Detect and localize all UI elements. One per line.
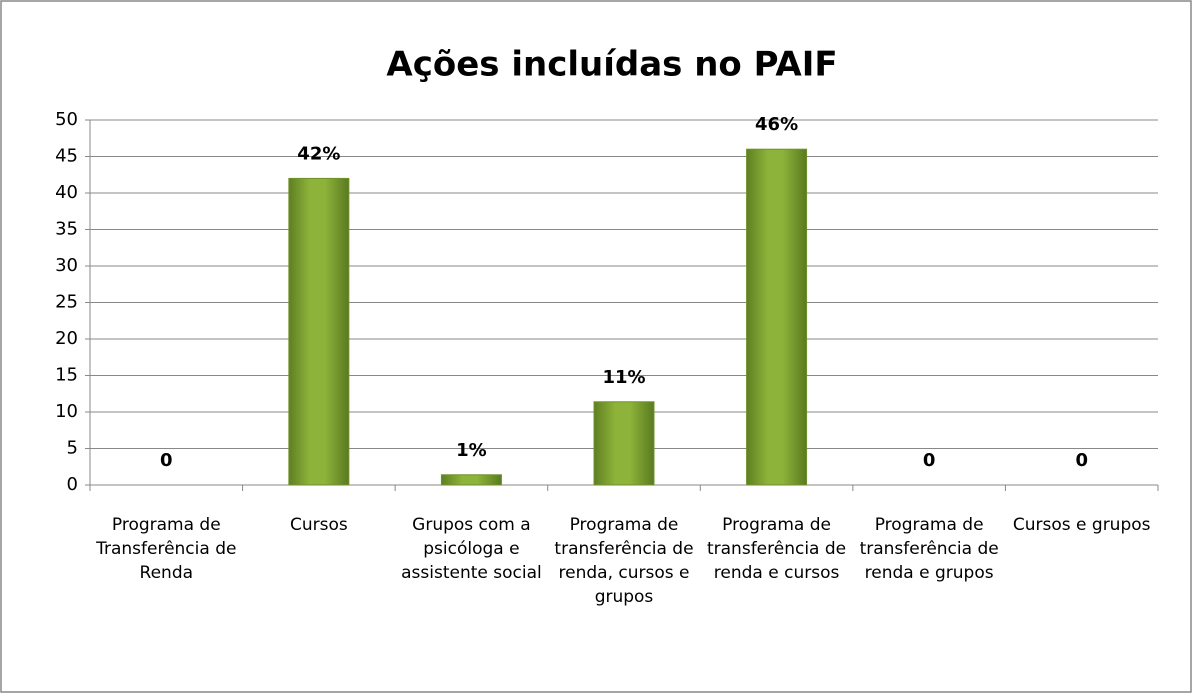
y-tick-label: 40 [55, 182, 78, 203]
y-tick-label: 50 [55, 109, 78, 130]
chart-title: Ações incluídas no PAIF [386, 45, 837, 85]
x-tick-label: Programa de transferência de renda, curs… [554, 515, 694, 607]
data-label: 46% [755, 114, 798, 135]
y-tick-label: 20 [55, 328, 78, 349]
data-label: 42% [297, 143, 340, 164]
x-tick-label: Cursos e grupos [1012, 515, 1151, 535]
data-label: 1% [456, 440, 487, 461]
x-tick-label: Programa de transferência de renda e gru… [859, 515, 999, 583]
data-label: 0 [923, 450, 936, 471]
y-tick-label: 30 [55, 255, 78, 276]
data-label: 11% [602, 367, 645, 388]
data-label: 0 [160, 450, 173, 471]
x-tick-label: Programa de Transferência de Renda [96, 515, 237, 583]
bar [746, 148, 808, 486]
bar [593, 401, 655, 486]
y-tick-label: 0 [67, 474, 78, 495]
x-tick-label: Programa de transferência de renda e cur… [706, 515, 847, 583]
y-tick-label: 45 [55, 146, 78, 167]
data-label: 0 [1075, 450, 1088, 471]
x-tick-label: Grupos com a psicóloga e assistente soci… [401, 515, 542, 583]
y-tick-label: 15 [55, 365, 78, 386]
y-tick-label: 25 [55, 292, 78, 313]
bar [440, 474, 502, 486]
x-tick-label: Cursos [289, 515, 348, 535]
y-tick-label: 5 [67, 438, 78, 459]
y-tick-label: 35 [55, 219, 78, 240]
y-tick-label: 10 [55, 401, 78, 422]
bar [288, 177, 350, 486]
